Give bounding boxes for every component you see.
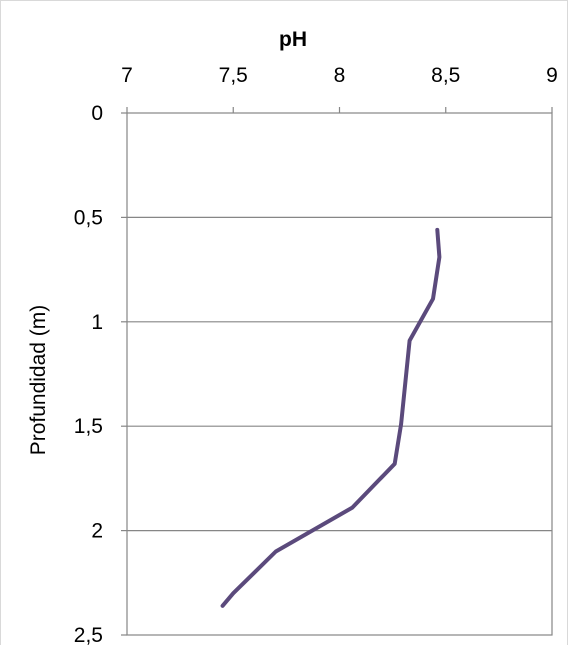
y-tick-label: 1,5	[74, 415, 103, 438]
grid-lines	[127, 216, 552, 532]
series-line	[220, 227, 442, 608]
y-tick-label: 1	[91, 311, 103, 334]
y-tick-label: 0,5	[74, 206, 103, 229]
x-tick-label: 7	[121, 64, 133, 87]
y-tick-label: 2,5	[74, 624, 103, 645]
x-tick-label: 7,5	[219, 64, 248, 87]
tick-marks	[121, 107, 553, 636]
y-axis-title: Profundidad (m)	[27, 305, 50, 456]
tick-labels: 7 7,5 8 8,5 9 0 0,5 1 1,5 2 2,5	[74, 64, 558, 647]
y-tick-label: 0	[91, 102, 103, 125]
y-tick-label: 2	[91, 520, 103, 543]
x-tick-label: 9	[546, 64, 558, 87]
x-axis-title: pH	[279, 28, 307, 51]
series-layer	[220, 227, 442, 608]
x-tick-label: 8	[334, 64, 346, 87]
x-tick-label: 8,5	[431, 64, 460, 87]
